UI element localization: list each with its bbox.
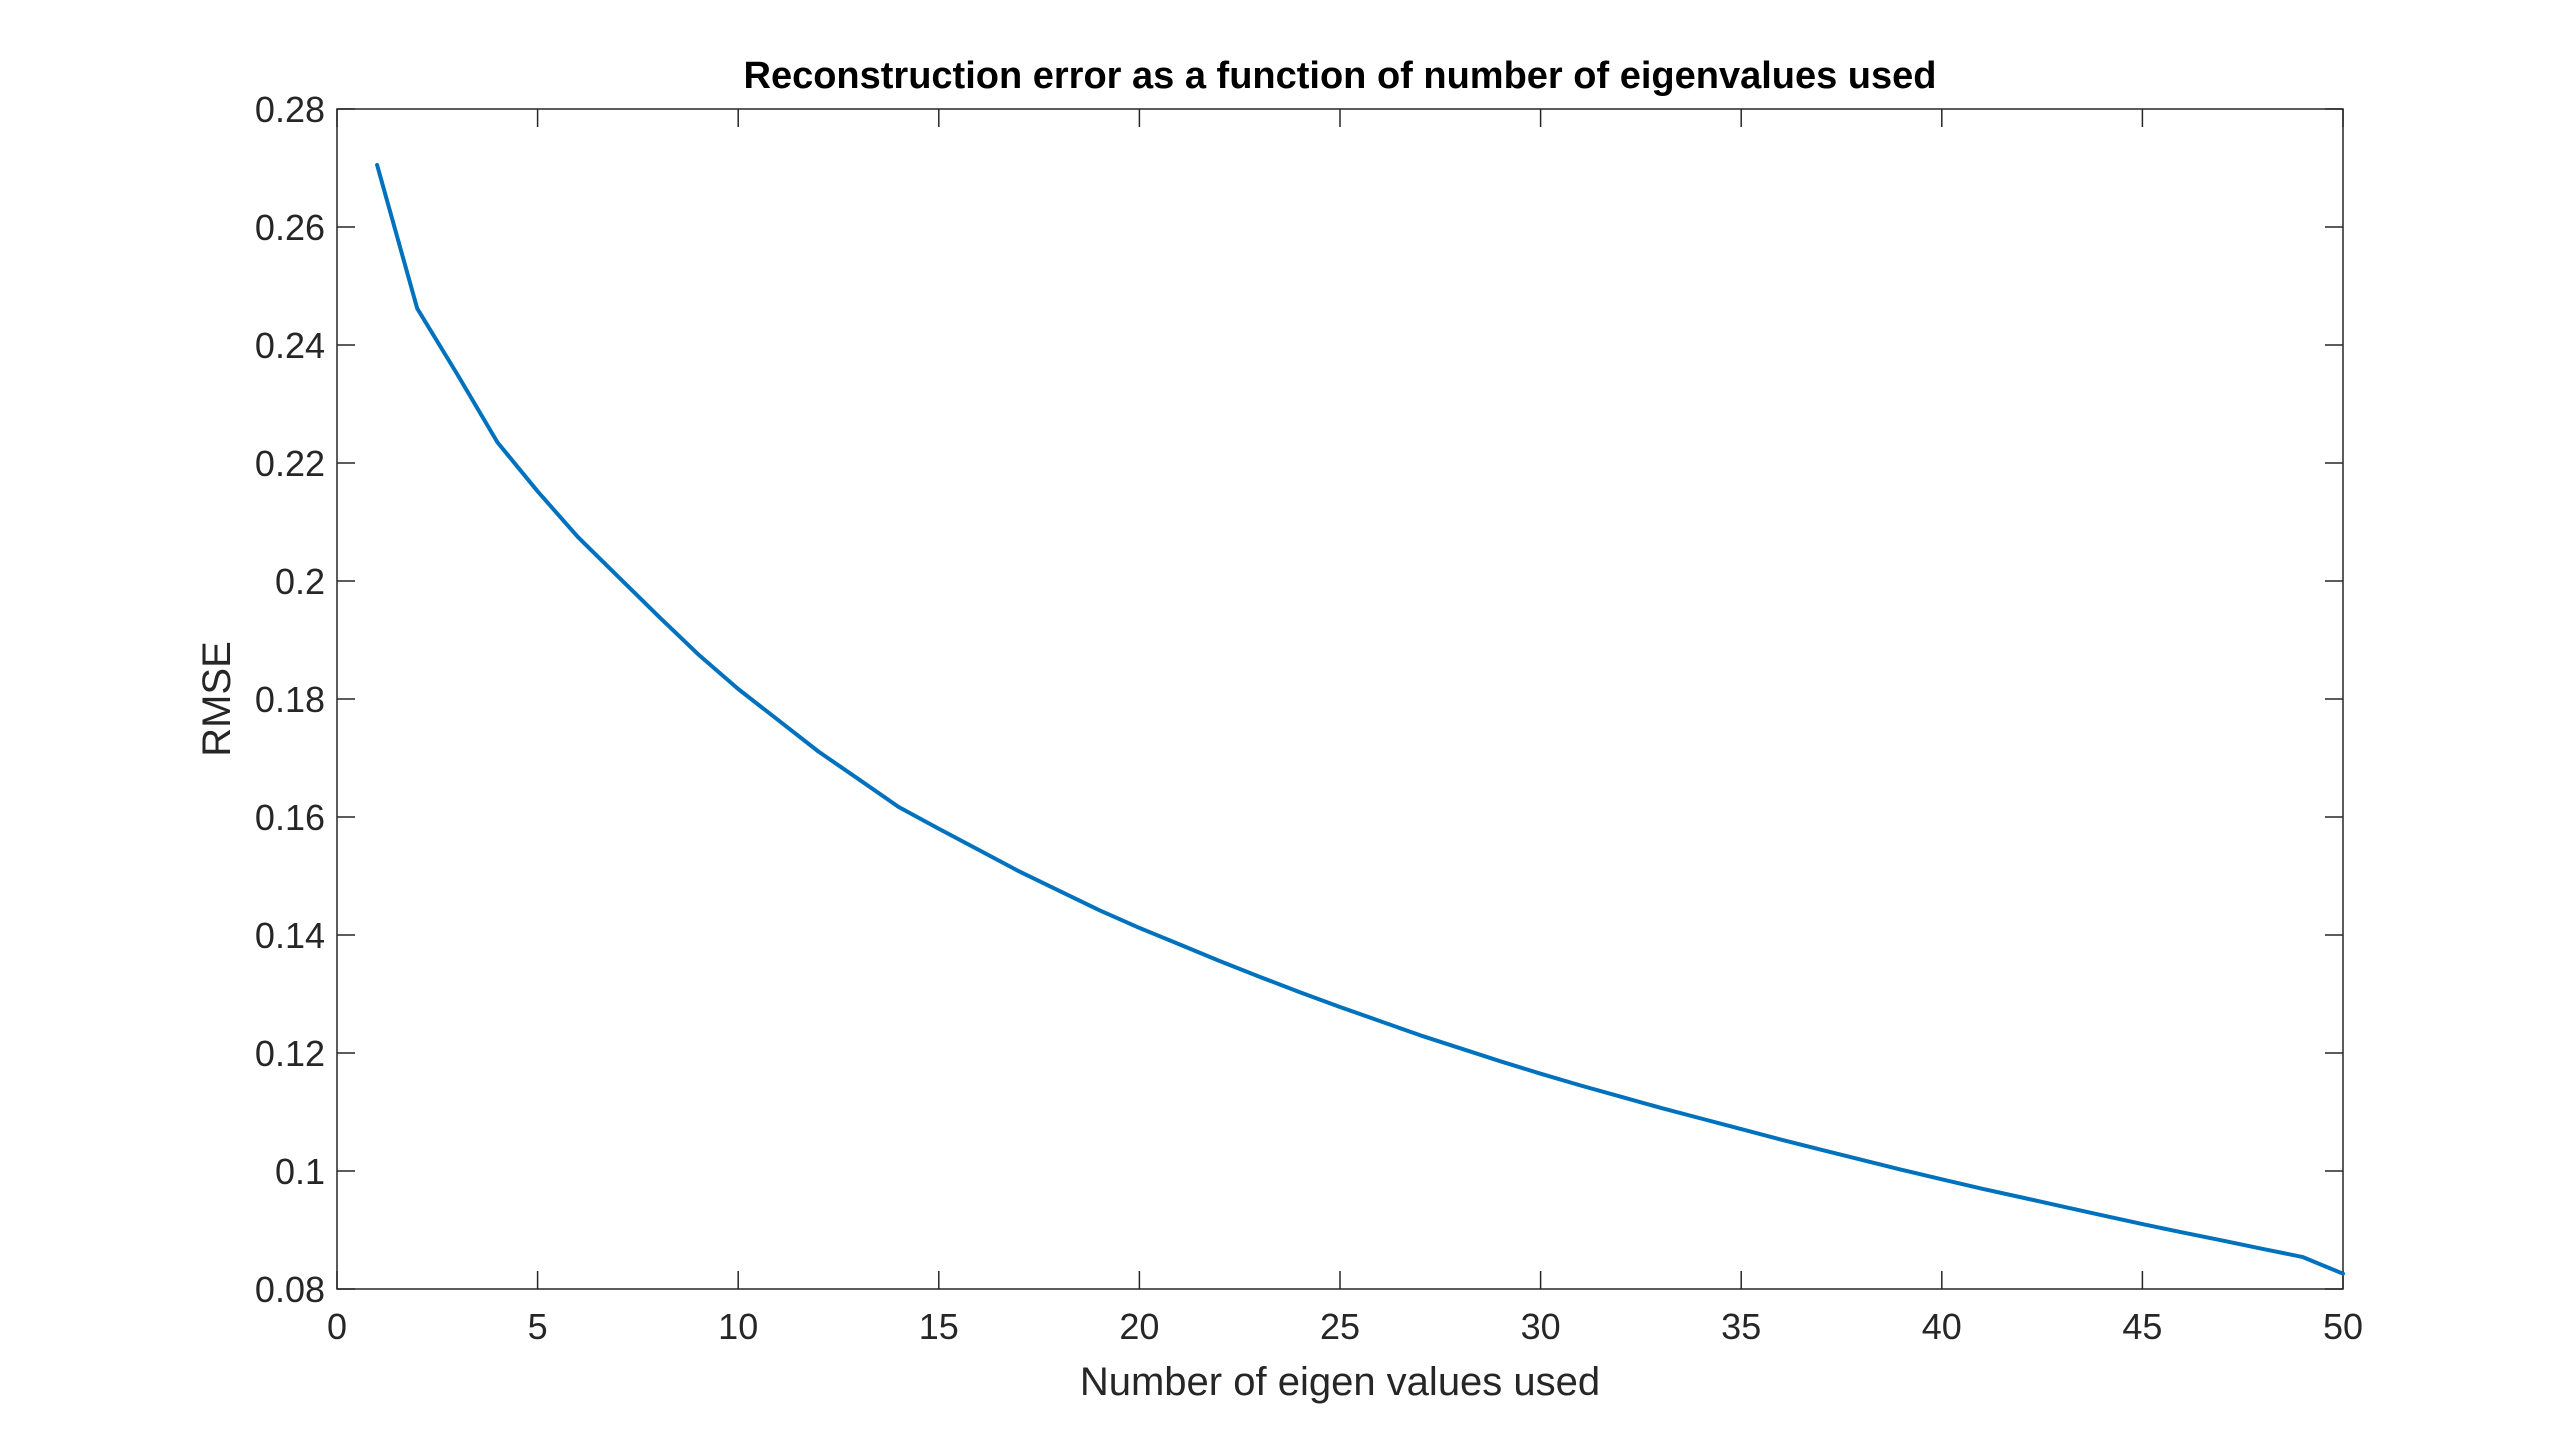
x-tick-label: 25	[1320, 1306, 1360, 1347]
y-tick-label: 0.26	[255, 207, 325, 248]
x-tick-label: 0	[327, 1306, 347, 1347]
x-tick-label: 35	[1721, 1306, 1761, 1347]
y-axis-label: RMSE	[195, 641, 239, 757]
chart-title: Reconstruction error as a function of nu…	[744, 55, 1937, 97]
x-axis-label: Number of eigen values used	[1080, 1360, 1600, 1404]
x-tick-label: 15	[919, 1306, 959, 1347]
x-tick-label: 45	[2122, 1306, 2162, 1347]
y-tick-label: 0.24	[255, 325, 325, 366]
plot-area	[336, 108, 2344, 1290]
x-tick-label: 50	[2323, 1306, 2363, 1347]
x-tick-label: 30	[1521, 1306, 1561, 1347]
y-tick-label: 0.12	[255, 1033, 325, 1074]
y-tick-label: 0.1	[275, 1151, 325, 1192]
y-tick-label: 0.14	[255, 915, 325, 956]
y-tick-label: 0.2	[275, 561, 325, 602]
x-tick-label: 10	[718, 1306, 758, 1347]
x-tick-label: 5	[528, 1306, 548, 1347]
series-layer	[375, 163, 2345, 1276]
series-line	[375, 163, 2345, 1276]
x-axis-ticks: 0 5 10 15 20 25 30 35 40 45 50	[327, 109, 2363, 1347]
y-tick-label: 0.28	[255, 89, 325, 130]
y-axis-ticks: 0.08 0.1 0.12 0.14 0.16 0.18 0.2 0.22 0.24 0.26 0.…	[255, 89, 2343, 1310]
x-tick-label: 20	[1119, 1306, 1159, 1347]
y-tick-label: 0.18	[255, 679, 325, 720]
y-tick-label: 0.08	[255, 1269, 325, 1310]
y-tick-label: 0.16	[255, 797, 325, 838]
y-tick-label: 0.22	[255, 443, 325, 484]
x-tick-label: 40	[1922, 1306, 1962, 1347]
